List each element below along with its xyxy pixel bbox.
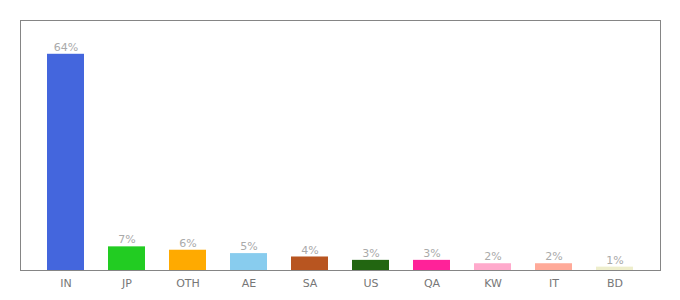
svg-text:4%: 4% — [301, 244, 318, 257]
svg-text:IT: IT — [549, 277, 559, 290]
svg-text:IN: IN — [60, 277, 71, 290]
svg-text:6%: 6% — [179, 237, 196, 250]
svg-text:QA: QA — [424, 277, 441, 290]
svg-text:2%: 2% — [484, 250, 501, 263]
svg-text:KW: KW — [484, 277, 502, 290]
svg-text:1%: 1% — [606, 254, 623, 267]
svg-text:3%: 3% — [423, 247, 440, 260]
svg-text:5%: 5% — [240, 240, 257, 253]
svg-text:US: US — [363, 277, 378, 290]
svg-text:7%: 7% — [118, 233, 135, 246]
svg-text:JP: JP — [121, 277, 132, 290]
svg-text:2%: 2% — [545, 250, 562, 263]
svg-text:AE: AE — [242, 277, 257, 290]
svg-text:SA: SA — [303, 277, 318, 290]
svg-text:BD: BD — [607, 277, 623, 290]
svg-text:64%: 64% — [54, 41, 78, 54]
svg-text:OTH: OTH — [176, 277, 200, 290]
svg-text:3%: 3% — [362, 247, 379, 260]
